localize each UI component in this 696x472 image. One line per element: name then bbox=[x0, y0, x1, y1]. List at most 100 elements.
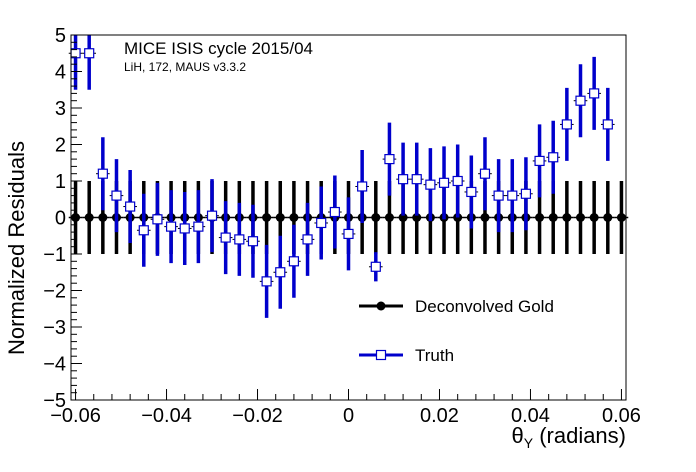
y-tick-label: −1 bbox=[43, 244, 66, 266]
marker bbox=[220, 232, 231, 243]
marker bbox=[412, 213, 422, 222]
marker bbox=[343, 228, 354, 240]
marker bbox=[288, 256, 300, 267]
x-tick-label: 0 bbox=[343, 405, 354, 427]
data-point bbox=[546, 120, 561, 194]
data-point bbox=[136, 193, 151, 267]
marker bbox=[262, 213, 272, 222]
data-point bbox=[587, 56, 601, 130]
legend: Deconvolved Gold Truth bbox=[359, 297, 554, 365]
data-point bbox=[505, 159, 520, 233]
legend-entry-truth: Truth bbox=[359, 346, 454, 365]
marker bbox=[275, 267, 286, 278]
marker bbox=[548, 152, 559, 163]
x-axis-label: θY (radians) bbox=[511, 423, 626, 451]
y-tick-label: −5 bbox=[43, 390, 66, 412]
y-tick-label: 4 bbox=[55, 62, 66, 84]
y-tick-label: 1 bbox=[55, 171, 66, 193]
annotation-title: MICE ISIS cycle 2015/04 bbox=[124, 39, 313, 58]
legend-truth-marker bbox=[375, 349, 387, 361]
y-tick-label: 0 bbox=[55, 208, 66, 230]
data-point bbox=[368, 181, 383, 254]
y-tick-label: −2 bbox=[43, 281, 66, 303]
y-tick-label: −4 bbox=[43, 354, 66, 376]
marker bbox=[493, 190, 504, 201]
legend-gold-label: Deconvolved Gold bbox=[415, 297, 554, 316]
data-point bbox=[437, 146, 451, 220]
y-axis-label: Normalized Residuals bbox=[4, 141, 29, 355]
marker bbox=[165, 221, 177, 232]
marker bbox=[452, 175, 463, 187]
data-point bbox=[96, 137, 110, 211]
marker bbox=[535, 213, 545, 222]
marker bbox=[329, 206, 340, 218]
marker bbox=[603, 213, 613, 222]
marker bbox=[289, 213, 299, 222]
data-point bbox=[368, 252, 383, 282]
data-point bbox=[287, 224, 301, 298]
annotation: MICE ISIS cycle 2015/04 LiH, 172, MAUS v… bbox=[124, 39, 313, 74]
data-point bbox=[396, 142, 410, 216]
data-point bbox=[82, 181, 97, 254]
data-point bbox=[600, 87, 615, 161]
data-point bbox=[478, 137, 492, 211]
data-point bbox=[587, 181, 601, 254]
legend-entry-gold: Deconvolved Gold bbox=[359, 297, 554, 316]
marker bbox=[384, 154, 395, 165]
data-point bbox=[150, 182, 165, 256]
marker bbox=[398, 213, 408, 222]
data-point bbox=[164, 190, 178, 264]
marker bbox=[371, 213, 381, 222]
marker bbox=[357, 181, 368, 192]
marker bbox=[261, 276, 272, 287]
data-point bbox=[532, 124, 547, 198]
marker bbox=[438, 177, 450, 188]
data-point bbox=[464, 155, 479, 229]
legend-gold-marker bbox=[376, 301, 386, 311]
x-tick-label: 0.04 bbox=[511, 405, 550, 427]
marker bbox=[302, 234, 313, 245]
marker bbox=[548, 213, 558, 222]
x-axis-label-subscript: Y bbox=[524, 435, 534, 451]
data-point bbox=[450, 144, 465, 218]
series-truth bbox=[68, 35, 615, 318]
x-tick-label: −0.02 bbox=[232, 405, 283, 427]
data-point bbox=[205, 179, 219, 253]
marker bbox=[98, 213, 108, 222]
y-tick-label: −3 bbox=[43, 317, 66, 339]
data-point bbox=[519, 157, 533, 231]
marker bbox=[316, 217, 327, 229]
data-point bbox=[328, 175, 342, 249]
data-point bbox=[123, 170, 137, 244]
marker bbox=[384, 213, 394, 222]
data-point bbox=[259, 244, 274, 318]
data-point bbox=[218, 201, 233, 275]
marker bbox=[562, 213, 572, 222]
data-point bbox=[82, 35, 97, 90]
data-point bbox=[341, 197, 356, 271]
marker bbox=[561, 119, 572, 130]
marker bbox=[125, 201, 136, 212]
marker bbox=[247, 236, 259, 247]
y-axis-ticks: −5 −4 −3 −2 −1 0 1 2 3 4 5 bbox=[43, 25, 82, 412]
marker bbox=[411, 174, 422, 185]
x-tick-label: 0.02 bbox=[420, 405, 459, 427]
marker bbox=[138, 225, 149, 236]
marker bbox=[397, 174, 409, 185]
data-point bbox=[314, 186, 329, 260]
data-point bbox=[573, 64, 588, 138]
marker bbox=[589, 88, 600, 99]
marker bbox=[425, 179, 436, 190]
marker bbox=[576, 213, 586, 222]
marker bbox=[589, 213, 599, 222]
marker bbox=[480, 213, 490, 222]
marker bbox=[616, 213, 626, 222]
data-point bbox=[300, 202, 315, 276]
marker bbox=[507, 190, 518, 201]
data-point bbox=[560, 181, 574, 254]
data-point bbox=[600, 181, 615, 254]
annotation-subtitle: LiH, 172, MAUS v3.3.2 bbox=[124, 60, 246, 74]
data-point bbox=[382, 122, 397, 196]
marker bbox=[193, 221, 204, 232]
